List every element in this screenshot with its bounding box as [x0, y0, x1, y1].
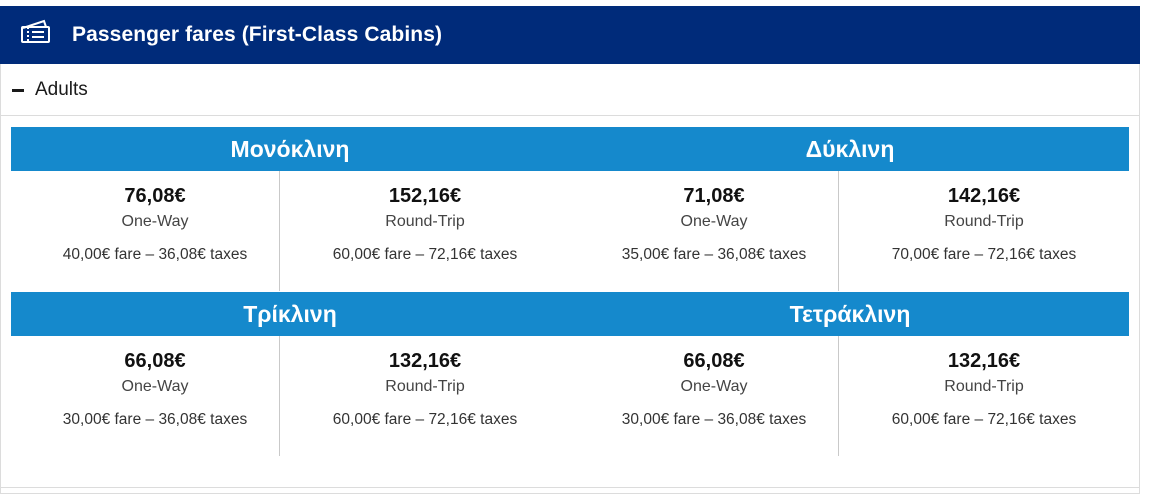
fare-type: Round-Trip [944, 378, 1024, 395]
fare-type: Round-Trip [385, 378, 465, 395]
fare-detail: 40,00€ fare – 36,08€ taxes [62, 246, 248, 263]
fare-type: One-Way [680, 213, 748, 230]
cabin-name: Μονόκλινη [230, 136, 350, 162]
fare-price: 142,16€ [947, 185, 1021, 207]
fare-price: 152,16€ [388, 185, 462, 207]
divider [279, 336, 280, 456]
fare-detail: 70,00€ fare – 72,16€ taxes [891, 246, 1077, 263]
fare-type: One-Way [680, 378, 748, 395]
fare-cell: 66,08€ One-Way 30,00€ fare – 36,08€ taxe… [21, 348, 289, 432]
fare-cell: 142,16€ Round-Trip 70,00€ fare – 72,16€ … [850, 183, 1118, 267]
fare-detail: 35,00€ fare – 36,08€ taxes [621, 246, 807, 263]
fare-cell: 152,16€ Round-Trip 60,00€ fare – 72,16€ … [291, 183, 559, 267]
accordion-adults[interactable]: Adults [1, 64, 1139, 116]
divider [838, 171, 839, 291]
fare-price: 76,08€ [124, 185, 186, 207]
fare-detail: 60,00€ fare – 72,16€ taxes [891, 411, 1077, 428]
panel-bottom-border [1, 487, 1139, 488]
fare-price: 132,16€ [947, 350, 1021, 372]
ticket-icon [21, 19, 50, 43]
fare-cell: 71,08€ One-Way 35,00€ fare – 36,08€ taxe… [580, 183, 848, 267]
fares-panel [0, 6, 1140, 494]
panel-header: Passenger fares (First-Class Cabins) [0, 6, 1140, 64]
fare-detail: 30,00€ fare – 36,08€ taxes [62, 411, 248, 428]
fare-price: 132,16€ [388, 350, 462, 372]
fare-cell: 132,16€ Round-Trip 60,00€ fare – 72,16€ … [291, 348, 559, 432]
cabin-name: Τετράκλινη [789, 301, 911, 327]
fare-cell: 76,08€ One-Way 40,00€ fare – 36,08€ taxe… [21, 183, 289, 267]
fare-type: Round-Trip [385, 213, 465, 230]
fare-type: One-Way [121, 213, 189, 230]
cabin-name: Τρίκλινη [243, 301, 337, 327]
fare-type: One-Way [121, 378, 189, 395]
fare-price: 71,08€ [683, 185, 745, 207]
fare-price: 66,08€ [124, 350, 186, 372]
minus-icon[interactable] [12, 89, 24, 92]
divider [279, 171, 280, 291]
fare-price: 66,08€ [683, 350, 745, 372]
fare-detail: 30,00€ fare – 36,08€ taxes [621, 411, 807, 428]
cabin-bar: Τρίκλινη Τετράκλινη [11, 292, 1129, 336]
fare-cell: 132,16€ Round-Trip 60,00€ fare – 72,16€ … [850, 348, 1118, 432]
divider [838, 336, 839, 456]
cabin-bar: Μονόκλινη Δύκλινη [11, 127, 1129, 171]
panel-title: Passenger fares (First-Class Cabins) [72, 23, 443, 46]
fare-type: Round-Trip [944, 213, 1024, 230]
fare-detail: 60,00€ fare – 72,16€ taxes [332, 411, 518, 428]
accordion-label[interactable]: Adults [35, 79, 88, 100]
fare-cell: 66,08€ One-Way 30,00€ fare – 36,08€ taxe… [580, 348, 848, 432]
cabin-name: Δύκλινη [805, 136, 895, 162]
fare-detail: 60,00€ fare – 72,16€ taxes [332, 246, 518, 263]
